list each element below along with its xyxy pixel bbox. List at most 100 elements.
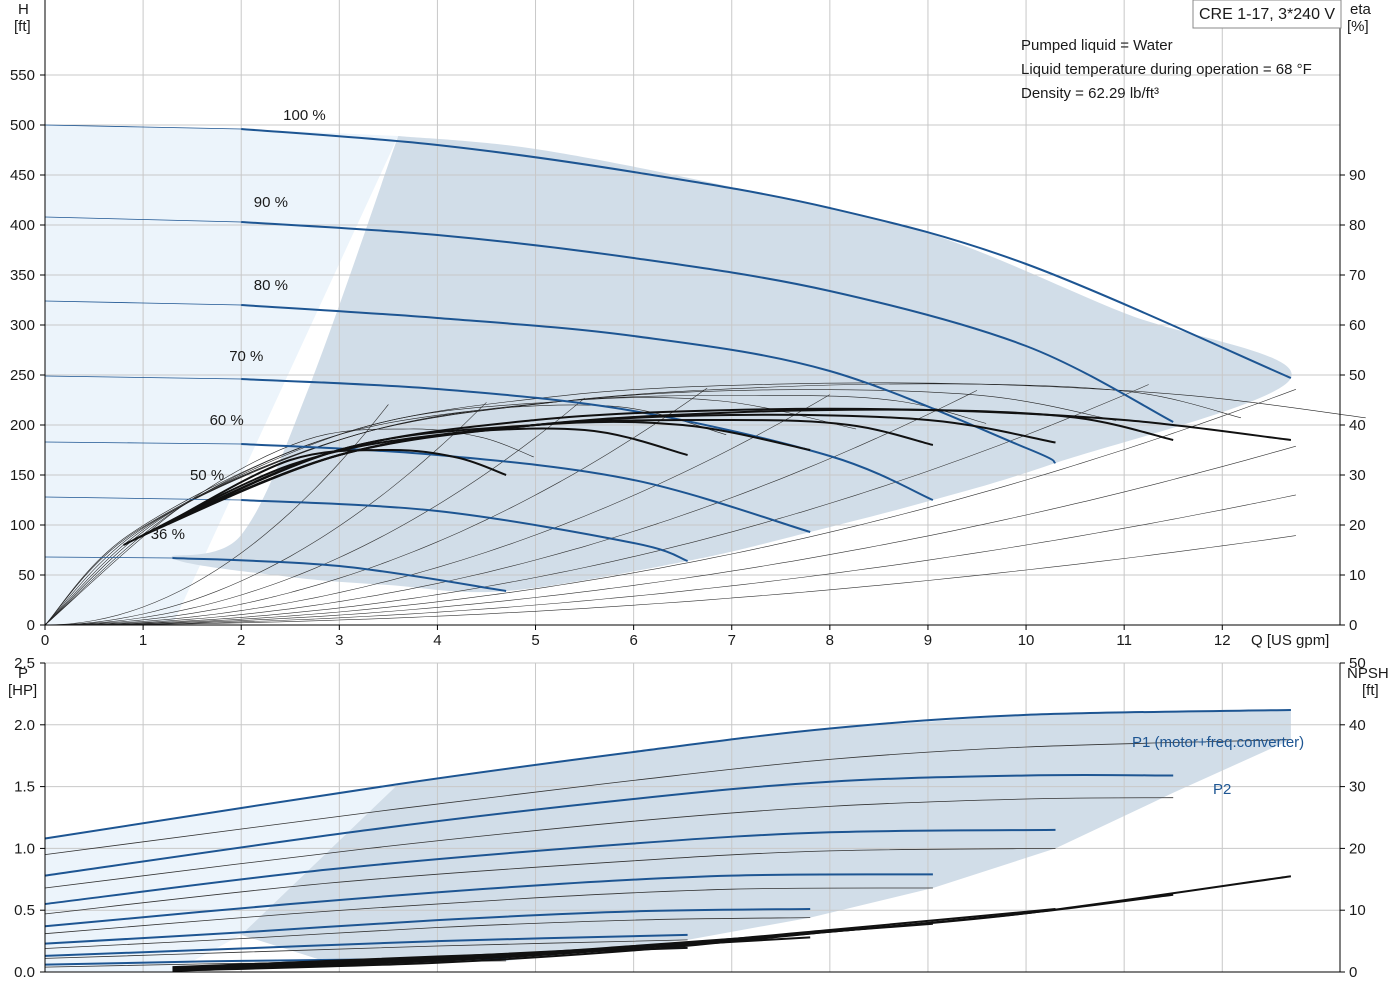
axes-layer [40, 0, 1345, 973]
efficiency-envelope-curve [44, 404, 727, 626]
eta-tick-label: 80 [1349, 217, 1366, 234]
npsh-axis-title: NPSH [ft] [1347, 665, 1389, 699]
power-tick-label: 2.5 [14, 655, 35, 672]
efficiency-envelope-curve [44, 428, 534, 626]
flow-tick-label: 7 [728, 632, 736, 649]
system-curve [44, 389, 1297, 626]
model-label: CRE 1-17, 3*240 V [1199, 6, 1335, 23]
eta-tick-label: 40 [1349, 417, 1366, 434]
head-curve [241, 304, 1057, 464]
head-curve-thin [44, 556, 173, 559]
eta-tick-label: 70 [1349, 267, 1366, 284]
head-axis-title: H [ft] [14, 1, 31, 35]
speed-label: 50 % [190, 467, 224, 484]
npsh-tick-label: 0 [1349, 964, 1357, 981]
head-curve-thin [44, 441, 242, 445]
speed-label: 60 % [210, 412, 244, 429]
head-tick-label: 550 [10, 67, 35, 84]
flow-tick-label: 2 [237, 632, 245, 649]
power-tick-label: 1.5 [14, 779, 35, 796]
head-curve [241, 499, 688, 562]
model-label-box [1192, 0, 1342, 29]
head-tick-label: 250 [10, 367, 35, 384]
info-pumped-liquid: Pumped liquid = Water [1021, 37, 1173, 54]
efficiency-curve [172, 448, 507, 521]
head-curve-thin [44, 300, 242, 306]
eta-tick-label: 20 [1349, 517, 1366, 534]
speed-label: 36 % [151, 526, 185, 543]
system-curve [44, 397, 585, 626]
info-liquid-temperature: Liquid temperature during operation = 68… [1021, 61, 1312, 78]
flow-tick-label: 4 [433, 632, 441, 649]
head-tick-label: 450 [10, 167, 35, 184]
system-curve [44, 390, 978, 626]
head-tick-label: 500 [10, 117, 35, 134]
head-tick-label: 300 [10, 317, 35, 334]
power-p1-curve [44, 774, 1174, 877]
eta-axis-title: eta [%] [1347, 1, 1372, 35]
p1-series-label: P1 (motor+freq.converter) [1132, 734, 1304, 751]
system-curve [44, 445, 1296, 626]
flow-tick-label: 9 [924, 632, 932, 649]
system-curve [44, 384, 1149, 626]
head-curve [241, 221, 1174, 423]
power-tick-label: 2.0 [14, 717, 35, 734]
power-p2-curve [44, 739, 1291, 855]
power-p1-curve [44, 873, 933, 928]
power-p2-curve [44, 917, 811, 949]
efficiency-envelope-curve [44, 397, 857, 626]
power-p2-curve [44, 797, 1174, 889]
flow-axis-title: Q [US gpm] [1251, 632, 1329, 649]
power-p2-curve [44, 939, 688, 959]
flow-tick-label: 5 [531, 632, 539, 649]
power-axis-title: P [HP] [8, 665, 37, 699]
flow-tick-label: 12 [1214, 632, 1231, 649]
head-tick-label: 200 [10, 417, 35, 434]
flow-tick-label: 6 [629, 632, 637, 649]
operating-region-power [241, 710, 1291, 966]
head-tick-label: 0 [27, 617, 35, 634]
head-curve [241, 443, 811, 533]
flow-tick-label: 1 [139, 632, 147, 649]
power-p1-curve [44, 709, 1291, 840]
npsh-tick-label: 20 [1349, 840, 1366, 857]
speed-label: 100 % [283, 107, 326, 124]
speed-label: 90 % [254, 194, 288, 211]
efficiency-curve [123, 427, 688, 546]
head-curve [241, 378, 934, 501]
power-p2-curve [44, 848, 1056, 915]
system-curve [44, 394, 830, 626]
head-tick-label: 350 [10, 267, 35, 284]
head-tick-label: 400 [10, 217, 35, 234]
power-p1-curve [44, 828, 1056, 905]
eta-tick-label: 50 [1349, 367, 1366, 384]
npsh-tick-label: 30 [1349, 779, 1366, 796]
efficiency-curve [132, 420, 811, 541]
power-p1-curve [44, 933, 688, 957]
flow-tick-label: 8 [826, 632, 834, 649]
light-region-power [45, 784, 399, 972]
curves-layer [44, 124, 1366, 972]
eta-tick-label: 60 [1349, 317, 1366, 334]
head-tick-label: 50 [18, 567, 35, 584]
npsh-curve [172, 953, 507, 969]
head-curve-thin [44, 124, 242, 130]
system-curve [44, 402, 487, 626]
power-tick-label: 1.0 [14, 840, 35, 857]
speed-label: 70 % [229, 348, 263, 365]
eta-tick-label: 30 [1349, 467, 1366, 484]
power-tick-label: 0.5 [14, 902, 35, 919]
speed-label: 80 % [254, 277, 288, 294]
head-curve-thin [44, 216, 242, 223]
system-curve [44, 404, 389, 626]
eta-tick-label: 90 [1349, 167, 1366, 184]
head-curve [241, 128, 1292, 379]
system-curve [44, 387, 708, 626]
eta-tick-label: 10 [1349, 567, 1366, 584]
npsh-tick-label: 10 [1349, 902, 1366, 919]
head-curve-thin [44, 375, 242, 380]
head-curve-thin [44, 496, 242, 501]
flow-tick-label: 11 [1116, 632, 1132, 649]
info-density: Density = 62.29 lb/ft³ [1021, 85, 1159, 102]
